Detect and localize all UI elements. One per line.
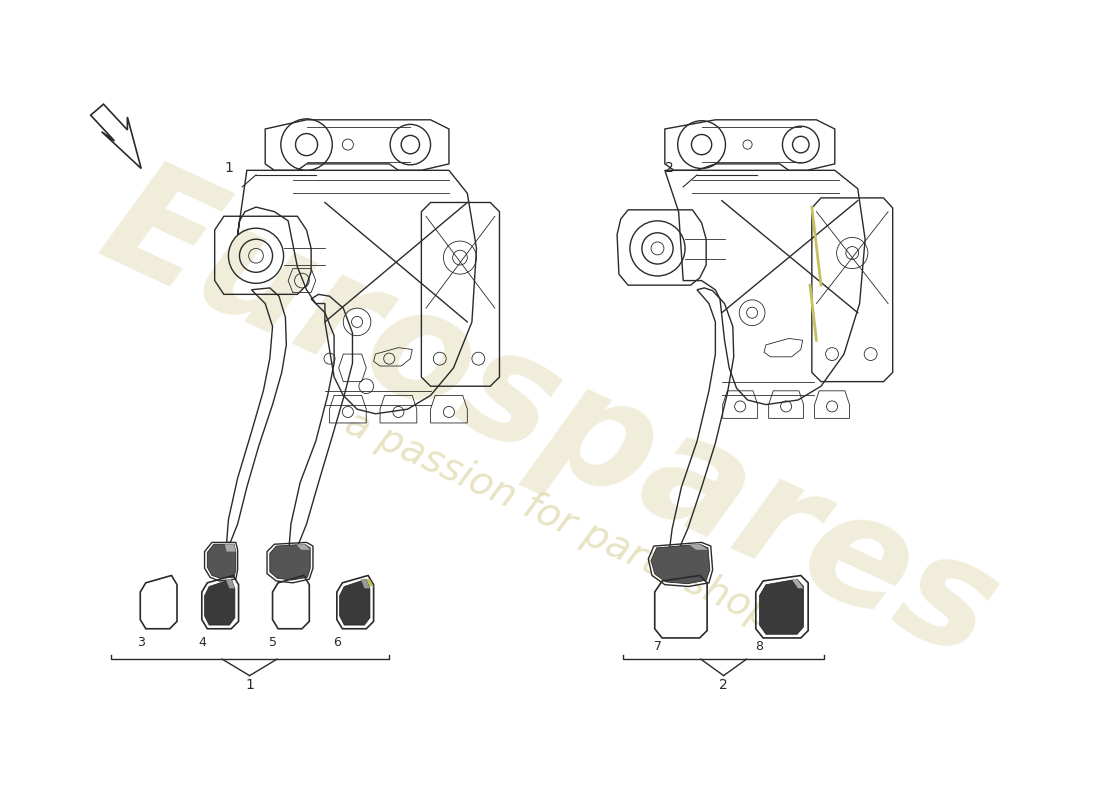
Polygon shape [792,579,804,588]
Text: 6: 6 [333,636,341,650]
Text: 8: 8 [756,640,763,653]
Text: 1: 1 [224,161,233,175]
Polygon shape [207,544,235,578]
Text: Eurospares: Eurospares [80,146,1020,690]
Text: a passion for parts shop: a passion for parts shop [339,403,779,635]
Polygon shape [366,579,374,586]
Text: 4: 4 [199,636,207,650]
Polygon shape [224,544,235,551]
Polygon shape [651,544,710,584]
Text: 2: 2 [719,678,728,692]
Polygon shape [689,544,708,550]
Polygon shape [296,544,310,550]
Polygon shape [759,579,804,634]
Polygon shape [205,579,235,625]
Polygon shape [361,579,370,588]
Polygon shape [340,579,370,625]
Polygon shape [226,579,235,588]
Text: 5: 5 [268,636,276,650]
Text: 7: 7 [654,640,662,653]
Text: 1: 1 [245,678,254,692]
Polygon shape [270,544,310,580]
Text: 2: 2 [666,161,674,175]
Text: 3: 3 [138,636,145,650]
